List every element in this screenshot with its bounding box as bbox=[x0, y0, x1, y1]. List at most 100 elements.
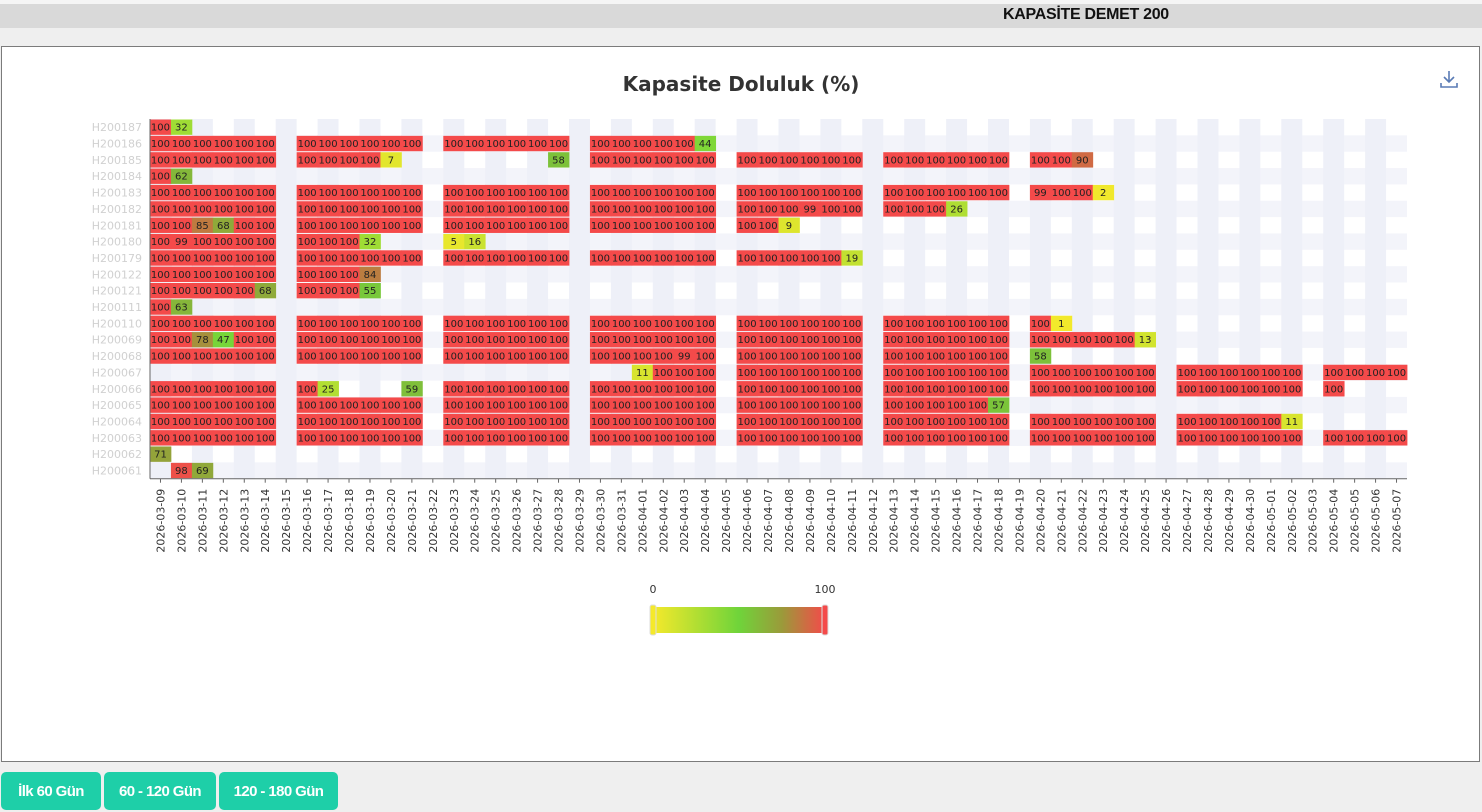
heatmap-cell[interactable] bbox=[150, 217, 172, 233]
heatmap-cell[interactable] bbox=[233, 348, 256, 364]
heatmap-cell[interactable] bbox=[443, 430, 465, 446]
heatmap-cell[interactable] bbox=[485, 135, 507, 152]
heatmap-cell[interactable] bbox=[296, 217, 318, 233]
heatmap-cell[interactable] bbox=[610, 397, 633, 413]
heatmap-cell[interactable] bbox=[359, 315, 381, 332]
heatmap-cell[interactable] bbox=[170, 381, 193, 397]
heatmap-cell[interactable] bbox=[820, 152, 842, 168]
heatmap-cell[interactable] bbox=[967, 152, 989, 168]
heatmap-cell[interactable] bbox=[757, 250, 779, 266]
heatmap-cell[interactable] bbox=[527, 217, 549, 233]
heatmap-cell[interactable] bbox=[883, 332, 905, 348]
heatmap-cell[interactable] bbox=[548, 381, 570, 397]
heatmap-cell[interactable] bbox=[883, 381, 905, 397]
heatmap-cell[interactable] bbox=[359, 217, 381, 233]
heatmap-cell[interactable] bbox=[548, 184, 570, 201]
heatmap-cell[interactable] bbox=[1071, 413, 1094, 430]
heatmap-cell[interactable] bbox=[652, 250, 675, 266]
heatmap-cell[interactable] bbox=[883, 152, 905, 168]
heatmap-cell[interactable] bbox=[589, 152, 612, 168]
heatmap-cell[interactable] bbox=[296, 152, 318, 168]
heatmap-cell[interactable] bbox=[631, 217, 654, 233]
heatmap-cell[interactable] bbox=[548, 250, 570, 266]
heatmap-cell[interactable] bbox=[254, 201, 277, 217]
heatmap-cell[interactable] bbox=[254, 332, 277, 348]
heatmap-cell[interactable] bbox=[464, 201, 486, 217]
heatmap-cell[interactable] bbox=[1134, 332, 1156, 348]
heatmap-cell[interactable] bbox=[757, 364, 779, 381]
heatmap-cell[interactable] bbox=[757, 184, 779, 201]
heatmap-cell[interactable] bbox=[1218, 430, 1240, 446]
heatmap-cell[interactable] bbox=[589, 397, 612, 413]
heatmap-cell[interactable] bbox=[925, 430, 947, 446]
heatmap-cell[interactable] bbox=[736, 201, 758, 217]
heatmap-cell[interactable] bbox=[548, 413, 570, 430]
heatmap-cell[interactable] bbox=[359, 397, 381, 413]
heatmap-cell[interactable] bbox=[757, 397, 779, 413]
heatmap-cell[interactable] bbox=[212, 348, 235, 364]
heatmap-cell[interactable] bbox=[1176, 413, 1198, 430]
heatmap-cell[interactable] bbox=[338, 348, 360, 364]
heatmap-cell[interactable] bbox=[380, 397, 402, 413]
heatmap-cell[interactable] bbox=[694, 381, 717, 397]
heatmap-cell[interactable] bbox=[170, 462, 193, 479]
heatmap-cell[interactable] bbox=[631, 250, 654, 266]
heatmap-cell[interactable] bbox=[967, 315, 989, 332]
heatmap-cell[interactable] bbox=[401, 348, 423, 364]
heatmap-cell[interactable] bbox=[673, 250, 696, 266]
heatmap-cell[interactable] bbox=[946, 364, 968, 381]
heatmap-cell[interactable] bbox=[485, 348, 507, 364]
heatmap-cell[interactable] bbox=[1260, 430, 1282, 446]
heatmap-cell[interactable] bbox=[925, 413, 947, 430]
heatmap-cell[interactable] bbox=[464, 250, 486, 266]
heatmap-cell[interactable] bbox=[317, 184, 339, 201]
heatmap-cell[interactable] bbox=[150, 201, 172, 217]
heatmap-cell[interactable] bbox=[464, 184, 486, 201]
heatmap-cell[interactable] bbox=[631, 332, 654, 348]
heatmap-cell[interactable] bbox=[652, 430, 675, 446]
heatmap-cell[interactable] bbox=[150, 152, 172, 168]
heatmap-cell[interactable] bbox=[506, 381, 528, 397]
heatmap-cell[interactable] bbox=[673, 381, 696, 397]
heatmap-cell[interactable] bbox=[631, 397, 654, 413]
heatmap-cell[interactable] bbox=[799, 315, 821, 332]
heatmap-cell[interactable] bbox=[589, 381, 612, 397]
heatmap-cell[interactable] bbox=[820, 315, 842, 332]
heatmap-cell[interactable] bbox=[820, 348, 842, 364]
download-icon[interactable] bbox=[1438, 68, 1460, 90]
heatmap-cell[interactable] bbox=[946, 201, 968, 217]
heatmap-cell[interactable] bbox=[527, 332, 549, 348]
heatmap-cell[interactable] bbox=[1197, 413, 1219, 430]
heatmap-cell[interactable] bbox=[673, 184, 696, 201]
heatmap-cell[interactable] bbox=[610, 250, 633, 266]
heatmap-cell[interactable] bbox=[778, 364, 800, 381]
heatmap-cell[interactable] bbox=[527, 135, 549, 152]
heatmap-cell[interactable] bbox=[1092, 381, 1115, 397]
heatmap-cell[interactable] bbox=[1197, 430, 1219, 446]
heatmap-cell[interactable] bbox=[1323, 381, 1345, 397]
heatmap-cell[interactable] bbox=[1029, 364, 1052, 381]
heatmap-cell[interactable] bbox=[191, 430, 214, 446]
heatmap-cell[interactable] bbox=[191, 135, 214, 152]
heatmap-cell[interactable] bbox=[883, 430, 905, 446]
heatmap-cell[interactable] bbox=[233, 397, 256, 413]
heatmap-cell[interactable] bbox=[170, 348, 193, 364]
heatmap-cell[interactable] bbox=[1239, 364, 1261, 381]
heatmap-cell[interactable] bbox=[1071, 364, 1094, 381]
heatmap-cell[interactable] bbox=[443, 201, 465, 217]
heatmap-cell[interactable] bbox=[652, 332, 675, 348]
heatmap-cell[interactable] bbox=[694, 397, 717, 413]
heatmap-cell[interactable] bbox=[883, 201, 905, 217]
heatmap-cell[interactable] bbox=[673, 413, 696, 430]
heatmap-cell[interactable] bbox=[401, 217, 423, 233]
heatmap-cell[interactable] bbox=[1029, 381, 1052, 397]
heatmap-cell[interactable] bbox=[1050, 315, 1073, 332]
heatmap-cell[interactable] bbox=[736, 397, 758, 413]
heatmap-cell[interactable] bbox=[170, 430, 193, 446]
heatmap-cell[interactable] bbox=[652, 315, 675, 332]
heatmap-cell[interactable] bbox=[1050, 364, 1073, 381]
heatmap-cell[interactable] bbox=[904, 315, 926, 332]
heatmap-cell[interactable] bbox=[1281, 381, 1303, 397]
heatmap-cell[interactable] bbox=[946, 152, 968, 168]
heatmap-cell[interactable] bbox=[401, 430, 423, 446]
